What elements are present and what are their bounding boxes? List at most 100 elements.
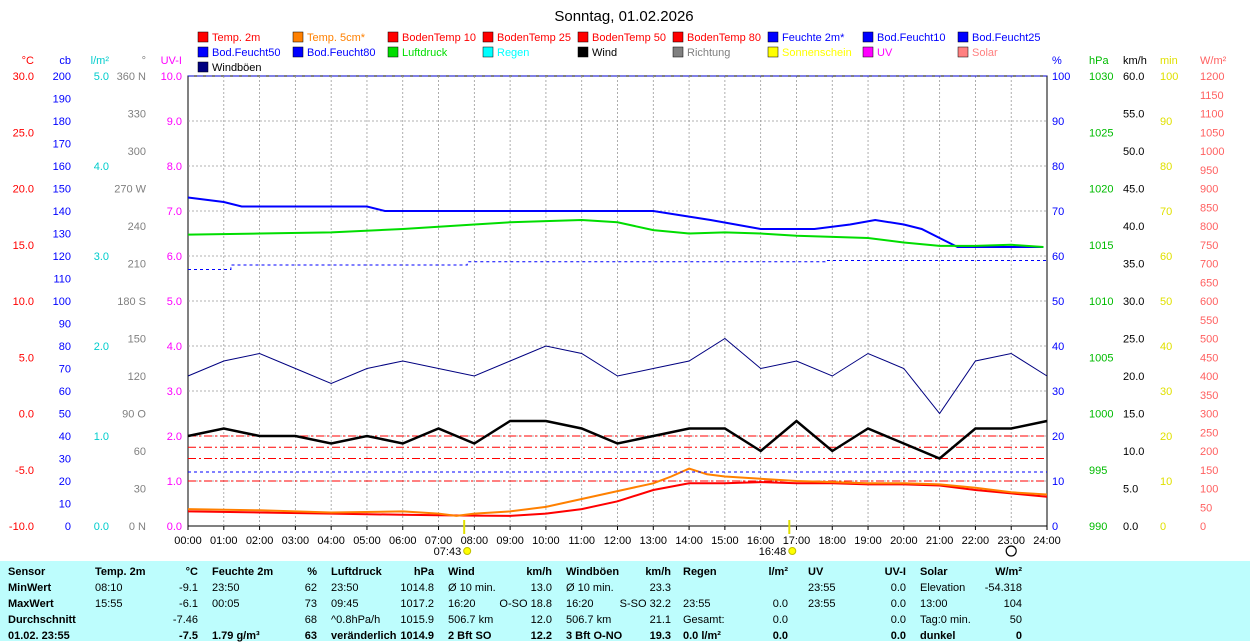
- sun-time-label: 16:48: [759, 546, 787, 558]
- x-tick-label: 06:00: [389, 535, 417, 547]
- stats-cell: 0.0: [772, 614, 788, 626]
- legend-label: Feuchte 2m*: [782, 32, 845, 44]
- axis-tick-label: 330: [128, 109, 146, 121]
- axis-tick-label: 10: [1052, 476, 1064, 488]
- axis-tick-label: 1200: [1200, 71, 1224, 83]
- axis-tick-label: 80: [1052, 161, 1064, 173]
- stats-cell: 23:55: [683, 598, 711, 610]
- series-group: [187, 196, 1048, 517]
- axis-tick-label: 0 N: [129, 521, 146, 533]
- axis-tick-label: 35.0: [1123, 259, 1144, 271]
- axis-tick-label: 50: [1200, 502, 1212, 514]
- legend-label: BodenTemp 80: [687, 32, 761, 44]
- stats-cell: Elevation: [920, 582, 966, 594]
- stats-cell: 506.7 km: [448, 614, 494, 626]
- stats-cell: -6.1: [179, 598, 198, 610]
- stats-cell: 0: [1015, 630, 1022, 642]
- axis-tick-label: 0.0: [1123, 521, 1138, 533]
- axis-unit-label: W/m²: [1200, 55, 1227, 67]
- axis-tick-label: 850: [1200, 202, 1218, 214]
- legend-label: Temp. 5cm*: [307, 32, 366, 44]
- legend-swatch: [197, 61, 209, 73]
- legend-label: Windböen: [212, 62, 262, 74]
- stats-cell: 0.0: [890, 614, 906, 626]
- stats-cell: km/h: [645, 566, 671, 578]
- axis-tick-label: 90: [1052, 116, 1064, 128]
- stats-cell: Windböen: [566, 566, 620, 578]
- axis-tick-label: 30: [134, 484, 146, 496]
- stats-cell: 23.3: [649, 582, 671, 594]
- axis-tick-label: 25.0: [1123, 334, 1144, 346]
- legend-swatch: [292, 31, 304, 43]
- axis-tick-label: 9.0: [167, 116, 182, 128]
- x-tick-label: 10:00: [532, 535, 560, 547]
- axis-tick-label: 1000: [1089, 409, 1113, 421]
- moon-icon: [1005, 545, 1017, 557]
- axis-tick-label: 100: [1200, 484, 1218, 496]
- right-axes: %1009080706050403020100hPa10301025102010…: [1052, 55, 1227, 533]
- x-tick-label: 14:00: [675, 535, 703, 547]
- axis-unit-label: °: [142, 55, 146, 67]
- stats-cell: 3 Bft O-NO: [566, 630, 623, 642]
- axis-tick-label: 80: [1160, 161, 1172, 173]
- axis-tick-label: 55.0: [1123, 109, 1144, 121]
- axis-tick-label: 20: [59, 476, 71, 488]
- legend-label: Temp. 2m: [212, 32, 260, 44]
- stats-cell: 00:05: [212, 598, 240, 610]
- axis-tick-label: 1000: [1200, 146, 1224, 158]
- axis-tick-label: 950: [1200, 165, 1218, 177]
- stats-cell: Sensor: [8, 566, 46, 578]
- x-tick-label: 17:00: [783, 535, 811, 547]
- axis-tick-label: 100: [53, 296, 71, 308]
- axis-tick-label: 10: [59, 499, 71, 511]
- axis-tick-label: 30.0: [13, 71, 34, 83]
- axis-tick-label: 25.0: [13, 127, 34, 139]
- legend-label: Bod.Feucht25: [972, 32, 1041, 44]
- stats-cell: 63: [304, 630, 317, 642]
- stats-cell: O-SO 18.8: [499, 598, 552, 610]
- x-tick-label: 18:00: [818, 535, 846, 547]
- sun-icon: [788, 547, 797, 555]
- stats-cell: 23:55: [808, 598, 836, 610]
- series-line: [187, 337, 1048, 415]
- x-tick-label: 12:00: [604, 535, 632, 547]
- x-tick-label: 16:00: [747, 535, 775, 547]
- axis-tick-label: 30.0: [1123, 296, 1144, 308]
- axis-tick-label: 1025: [1089, 127, 1113, 139]
- sun-time-label: 07:43: [434, 546, 462, 558]
- axis-tick-label: 70: [59, 364, 71, 376]
- axis-tick-label: 170: [53, 139, 71, 151]
- axis-tick-label: 110: [53, 274, 71, 286]
- x-tick-label: 24:00: [1033, 535, 1061, 547]
- stats-cell: -7.5: [179, 630, 198, 642]
- axis-tick-label: 200: [53, 71, 71, 83]
- x-tick-label: 05:00: [353, 535, 381, 547]
- axis-tick-label: 90: [1160, 116, 1172, 128]
- stats-cell: Wind: [448, 566, 475, 578]
- axis-tick-label: 40: [1052, 341, 1064, 353]
- axis-tick-label: 210: [128, 259, 146, 271]
- series-line: [187, 218, 1044, 248]
- axis-tick-label: 120: [53, 251, 71, 263]
- legend-label: Wind: [592, 47, 617, 59]
- left-axes: °C 30.0 25.0 20.0 15.0 10.0 5.0 0.0 -5.0 -10.0 cb 2…: [9, 55, 182, 533]
- chart-title: Sonntag, 01.02.2026: [554, 8, 693, 25]
- axis-tick-label: 180: [53, 116, 71, 128]
- axis-tick-label: 300: [1200, 409, 1218, 421]
- stats-cell: 50: [1009, 614, 1022, 626]
- axis-tick-label: 5.0: [94, 71, 109, 83]
- axis-tick-label: 750: [1200, 240, 1218, 252]
- axis-tick-label: 0.0: [94, 521, 109, 533]
- axis-tick-label: 5.0: [1123, 484, 1138, 496]
- stats-cell: 09:45: [331, 598, 359, 610]
- stats-cell: 0.0: [772, 630, 788, 642]
- axis-tick-label: 190: [53, 94, 71, 106]
- axis-tick-label: 100: [1052, 71, 1070, 83]
- axis-tick-label: 30: [1160, 386, 1172, 398]
- weather-chart: Sonntag, 01.02.2026 Temp. 2m Temp. 5cm* Bo…: [9, 8, 1227, 558]
- x-tick-label: 02:00: [246, 535, 274, 547]
- stats-cell: UV: [808, 566, 824, 578]
- legend-label: BodenTemp 50: [592, 32, 666, 44]
- axis-tick-label: 550: [1200, 315, 1218, 327]
- axis-tick-label: 500: [1200, 334, 1218, 346]
